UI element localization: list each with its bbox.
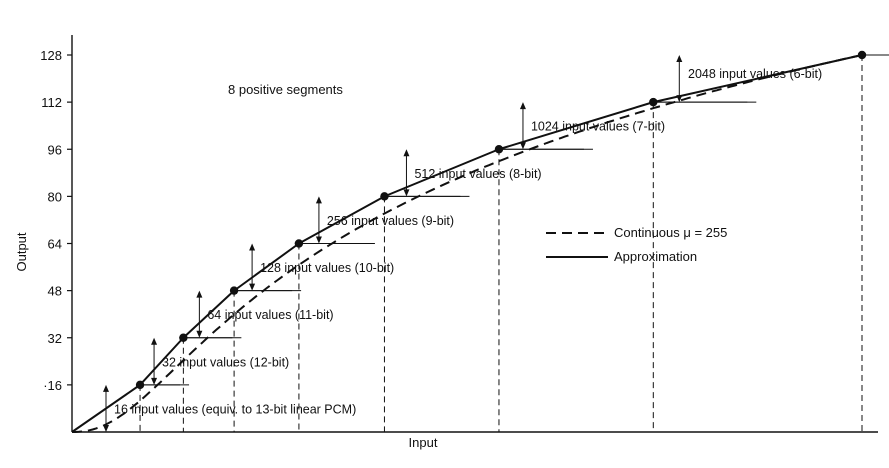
- segment-label-2: 32 input values (12-bit): [162, 355, 289, 369]
- segment-arrowhead-high-3: [196, 290, 203, 298]
- segment-arrowhead-low-7: [519, 142, 526, 150]
- segment-arrowhead-low-2: [151, 377, 158, 385]
- segment-arrowhead-high-4: [249, 243, 256, 251]
- y-tick-label-112: 112: [41, 95, 62, 110]
- segment-arrowhead-high-5: [315, 196, 322, 204]
- y-tick-label-64: 64: [48, 237, 62, 252]
- segment-guides: [136, 54, 889, 432]
- y-tick-label-16: ·16: [43, 378, 62, 393]
- segment-arrowhead-high-1: [103, 384, 109, 392]
- breakpoints: [135, 50, 867, 390]
- y-tick-label-32: 32: [48, 331, 62, 346]
- series-approximation-line: [71, 54, 863, 433]
- segment-arrowhead-low-5: [315, 236, 322, 244]
- segment-arrowhead-low-8: [676, 95, 683, 103]
- segment-label-4: 128 input values (10-bit): [260, 261, 394, 275]
- segment-arrowhead-low-1: [103, 425, 109, 432]
- segments-annotation: 8 positive segments: [228, 82, 343, 97]
- y-tick-label-80: 80: [48, 189, 62, 204]
- segment-arrowhead-high-2: [151, 337, 158, 345]
- segment-arrowhead-high-8: [676, 55, 683, 62]
- segment-label-8: 2048 input values (6-bit): [688, 67, 822, 81]
- segment-label-1: 16 input values (equiv. to 13-bit linear…: [114, 402, 356, 416]
- segment-arrowhead-low-4: [249, 283, 256, 291]
- y-axis-label: Output: [14, 232, 29, 271]
- breakpoint-64: [294, 239, 304, 248]
- segment-label-3: 64 input values (11-bit): [207, 308, 333, 322]
- breakpoint-128: [857, 50, 867, 60]
- breakpoint-80: [380, 192, 389, 201]
- legend: Continuous μ = 255 Approximation: [546, 225, 727, 264]
- y-tick-label-48: 48: [48, 284, 62, 299]
- breakpoint-112: [649, 97, 658, 107]
- segment-labels: 16 input values (equiv. to 13-bit linear…: [103, 55, 822, 432]
- breakpoint-48: [229, 286, 239, 295]
- x-axis-label: Input: [409, 435, 438, 450]
- segment-arrowhead-low-6: [403, 189, 410, 197]
- legend-label-continuous: Continuous μ = 255: [614, 225, 727, 240]
- segment-arrowhead-high-6: [403, 149, 410, 157]
- axes: [71, 35, 878, 433]
- legend-label-approximation: Approximation: [614, 249, 697, 264]
- curves: [71, 54, 863, 433]
- series-continuous-line: [72, 54, 863, 433]
- y-tick-label-96: 96: [48, 142, 62, 157]
- breakpoint-16: [135, 380, 145, 390]
- segment-label-5: 256 input values (9-bit): [327, 214, 454, 228]
- breakpoint-96: [494, 145, 504, 154]
- segment-label-7: 1024 input values (7-bit): [531, 120, 665, 134]
- y-ticks: ·16 32 48 64 80 96 112 128: [40, 48, 72, 393]
- breakpoint-32: [179, 333, 188, 342]
- segment-arrowhead-low-3: [196, 330, 203, 338]
- segment-arrowhead-high-7: [519, 102, 526, 110]
- segment-label-6: 512 input values (8-bit): [414, 167, 541, 181]
- y-tick-label-128: 128: [40, 48, 62, 63]
